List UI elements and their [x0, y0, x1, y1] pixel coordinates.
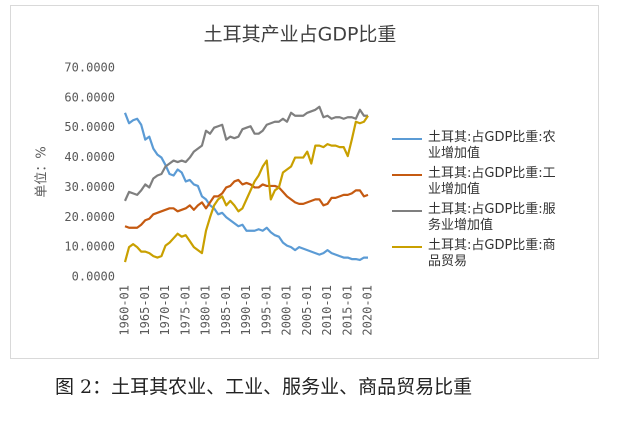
- x-tick-label: 1980-01: [199, 285, 213, 336]
- legend-item: 土耳其:占GDP比重:服务业增加值: [392, 202, 567, 234]
- x-tick-label: 1970-01: [158, 285, 172, 336]
- x-tick-label: 1995-01: [259, 285, 273, 336]
- x-tick-label: 2005-01: [300, 285, 314, 336]
- x-tick-label: 1960-01: [118, 285, 132, 336]
- x-tick-label: 2000-01: [280, 285, 294, 336]
- x-tick-label: 2015-01: [340, 285, 354, 336]
- legend-swatch: [392, 246, 422, 248]
- x-tick-label: 2010-01: [320, 285, 334, 336]
- legend-swatch: [392, 174, 422, 176]
- y-tick-label: 20.0000: [64, 210, 115, 224]
- y-tick-label: 50.0000: [64, 120, 115, 134]
- x-tick-label: 1965-01: [138, 285, 152, 336]
- legend-label: 土耳其:占GDP比重:工业增加值: [428, 166, 556, 197]
- y-tick-label: 60.0000: [64, 90, 115, 104]
- legend-swatch: [392, 210, 422, 212]
- y-tick-label: 10.0000: [64, 240, 115, 254]
- x-tick-label: 1990-01: [239, 285, 253, 336]
- y-tick-label: 30.0000: [64, 180, 115, 194]
- chart-frame: [10, 5, 599, 359]
- series-line: [123, 105, 368, 202]
- y-tick-label: 70.0000: [64, 61, 115, 75]
- x-tick-label: 1985-01: [219, 285, 233, 336]
- series-line: [124, 178, 369, 229]
- legend-item: 土耳其:占GDP比重:工业增加值: [392, 166, 567, 198]
- legend-item: 土耳其:占GDP比重:农业增加值: [392, 130, 567, 162]
- y-tick-label: 0.0000: [72, 270, 115, 284]
- legend-swatch: [392, 138, 422, 140]
- legend-label: 土耳其:占GDP比重:商品贸易: [428, 238, 556, 269]
- legend-label: 土耳其:占GDP比重:农业增加值: [428, 130, 556, 161]
- y-tick-label: 40.0000: [64, 150, 115, 164]
- legend-item: 土耳其:占GDP比重:商品贸易: [392, 238, 567, 270]
- y-axis-label: 单位：%: [35, 146, 50, 197]
- legend-label: 土耳其:占GDP比重:服务业增加值: [428, 202, 556, 233]
- x-tick-label: 1975-01: [178, 285, 192, 336]
- series-line: [123, 115, 369, 263]
- legend: 土耳其:占GDP比重:农业增加值 土耳其:占GDP比重:工业增加值 土耳其:占GDP…: [392, 130, 567, 274]
- caption: 图 2：土耳其农业、工业、服务业、商品贸易比重: [55, 376, 473, 398]
- x-tick-label: 2020-01: [361, 285, 375, 336]
- chart-title: 土耳其产业占GDP比重: [204, 24, 397, 46]
- series-line: [123, 112, 368, 262]
